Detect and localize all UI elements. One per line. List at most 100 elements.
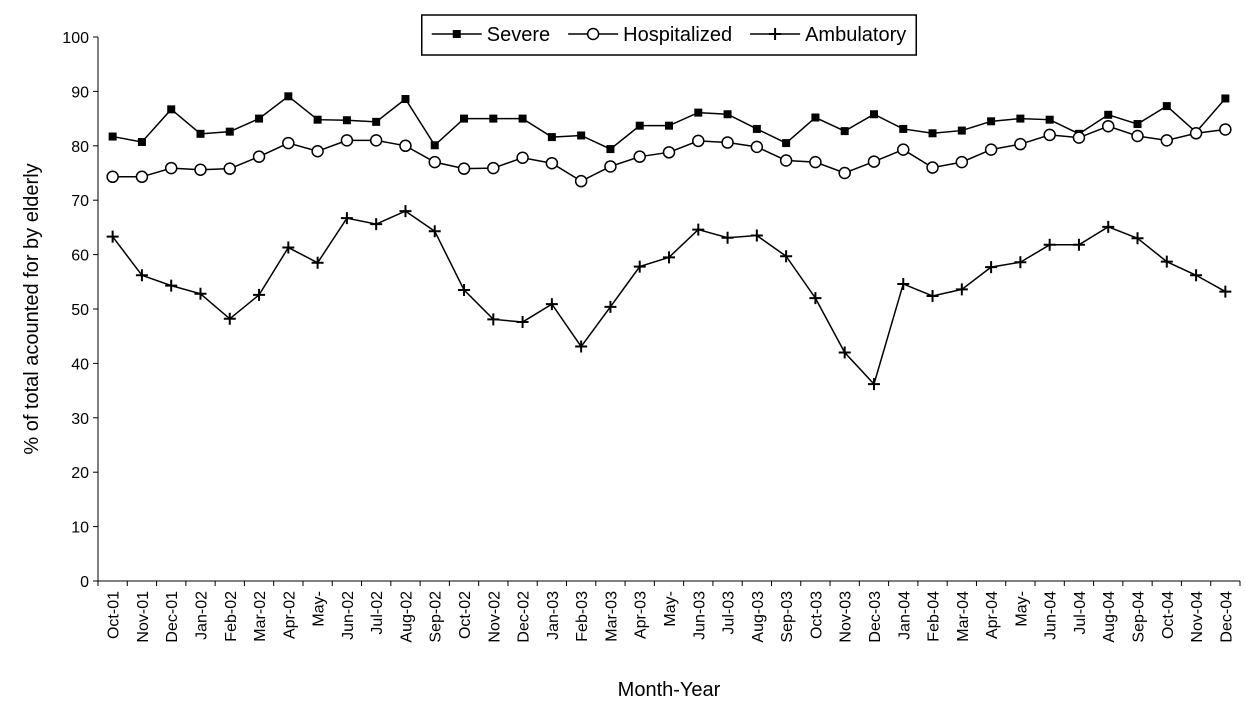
marker bbox=[811, 113, 820, 122]
marker bbox=[399, 205, 412, 218]
marker bbox=[575, 340, 588, 353]
marker bbox=[1104, 110, 1113, 119]
marker bbox=[399, 139, 412, 153]
x-tick-label: Oct-04 bbox=[1160, 591, 1177, 639]
legend-box bbox=[421, 14, 917, 56]
legend: Severe Hospitalized Ambulatory bbox=[421, 14, 917, 56]
legend-item: Severe bbox=[431, 24, 550, 46]
marker bbox=[223, 312, 236, 325]
marker bbox=[867, 378, 880, 391]
marker bbox=[633, 260, 646, 273]
x-tick-label: Jan-04 bbox=[896, 591, 913, 640]
marker bbox=[223, 162, 237, 175]
marker bbox=[926, 161, 939, 174]
marker bbox=[194, 163, 207, 176]
marker bbox=[899, 124, 908, 133]
marker bbox=[869, 110, 878, 119]
marker bbox=[635, 121, 644, 130]
x-tick-label: Jul-02 bbox=[369, 591, 386, 635]
marker bbox=[372, 117, 381, 126]
marker bbox=[721, 231, 734, 244]
y-tick-label: 50 bbox=[71, 302, 89, 319]
y-tick-label: 20 bbox=[71, 465, 89, 482]
marker bbox=[311, 256, 324, 269]
marker bbox=[1072, 131, 1086, 144]
marker bbox=[106, 230, 119, 243]
x-tick-label: Jan-03 bbox=[545, 591, 562, 640]
marker bbox=[694, 108, 703, 117]
marker bbox=[1016, 114, 1025, 123]
x-tick-label: Aug-03 bbox=[750, 591, 767, 643]
legend-label: Severe bbox=[487, 24, 550, 46]
marker bbox=[196, 129, 205, 138]
marker bbox=[1160, 255, 1173, 268]
marker bbox=[840, 127, 849, 136]
marker bbox=[516, 151, 529, 165]
x-tick-label: Sep-04 bbox=[1131, 591, 1148, 643]
marker bbox=[606, 145, 615, 154]
marker bbox=[428, 225, 441, 238]
marker bbox=[135, 170, 149, 184]
marker bbox=[253, 288, 266, 301]
x-tick-label: May- bbox=[1013, 591, 1030, 627]
marker bbox=[1045, 115, 1054, 124]
y-tick-label: 80 bbox=[71, 139, 89, 156]
marker bbox=[370, 218, 383, 231]
marker bbox=[750, 229, 763, 242]
marker bbox=[135, 269, 148, 282]
marker bbox=[340, 212, 353, 225]
marker bbox=[1219, 123, 1232, 136]
marker bbox=[897, 277, 910, 290]
x-tick-label: Dec-04 bbox=[1218, 591, 1235, 643]
x-tick-label: Feb-03 bbox=[574, 591, 591, 642]
marker bbox=[723, 110, 732, 119]
x-tick-label: Dec-02 bbox=[516, 591, 533, 643]
y-tick-label: 0 bbox=[80, 574, 89, 591]
x-tick-label: Apr-04 bbox=[984, 591, 1001, 639]
x-tick-label: Oct-01 bbox=[106, 591, 123, 639]
marker bbox=[458, 283, 471, 296]
marker bbox=[809, 155, 822, 169]
marker bbox=[604, 300, 617, 313]
marker bbox=[928, 129, 937, 138]
x-tick-label: Feb-02 bbox=[223, 591, 240, 642]
series-line bbox=[112, 210, 1226, 386]
marker bbox=[1101, 119, 1115, 133]
marker bbox=[750, 140, 764, 154]
marker bbox=[985, 261, 998, 274]
marker bbox=[955, 283, 968, 296]
marker bbox=[452, 30, 461, 38]
x-tick-label: May- bbox=[662, 591, 679, 627]
x-tick-label: Mar-03 bbox=[603, 591, 620, 642]
marker bbox=[282, 136, 295, 150]
marker bbox=[430, 141, 439, 150]
marker bbox=[164, 161, 178, 175]
x-tick-label: Oct-02 bbox=[457, 591, 474, 639]
x-tick-label: Aug-02 bbox=[398, 591, 415, 643]
marker bbox=[1162, 102, 1171, 111]
x-tick-label: Nov-03 bbox=[838, 591, 855, 643]
marker bbox=[311, 144, 324, 158]
marker bbox=[604, 160, 617, 173]
marker bbox=[782, 139, 791, 148]
y-tick-label: 10 bbox=[71, 520, 89, 537]
marker bbox=[545, 298, 558, 311]
marker bbox=[108, 132, 117, 141]
marker bbox=[987, 117, 996, 126]
marker bbox=[1043, 238, 1056, 251]
marker bbox=[225, 127, 234, 136]
y-tick-label: 70 bbox=[71, 193, 89, 210]
marker bbox=[460, 114, 469, 123]
y-tick-label: 90 bbox=[71, 84, 89, 101]
marker bbox=[1133, 120, 1142, 129]
marker bbox=[487, 313, 500, 326]
x-tick-label: Nov-02 bbox=[486, 591, 503, 643]
marker bbox=[752, 124, 761, 133]
marker bbox=[545, 156, 559, 170]
marker bbox=[692, 223, 705, 236]
y-axis-label: % of total acounted for by elderly bbox=[21, 163, 43, 454]
marker bbox=[1189, 127, 1203, 140]
marker bbox=[518, 114, 527, 123]
